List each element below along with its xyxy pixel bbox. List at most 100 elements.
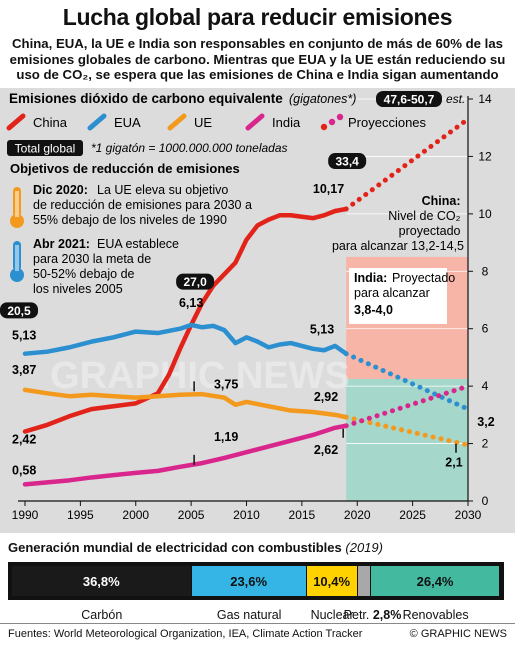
y-tick-label: 4	[482, 379, 489, 393]
india-note-title: India:	[354, 271, 387, 285]
total-range-badge	[376, 91, 442, 107]
objective-eu: Dic 2020: La UE eleva su objetivo de red…	[33, 183, 255, 227]
x-tick-label: 1990	[12, 508, 39, 522]
thermometer-icon-us	[10, 241, 24, 282]
series-layer	[22, 116, 471, 487]
legend-swatch-china	[6, 113, 26, 131]
electricity-segment-carb-n: 36,8%	[12, 566, 191, 596]
x-tick-label: 2020	[344, 508, 371, 522]
legend: China EUA UE India Proyecciones	[6, 113, 427, 131]
legend-swatch-projection	[320, 123, 328, 131]
electricity-section: Generación mundial de electricidad con c…	[8, 540, 508, 622]
petroleum-value: 2,8%	[372, 608, 402, 622]
projection-line-ue	[343, 414, 471, 448]
electricity-label: Petr. 2,8%	[338, 608, 408, 622]
objectives-heading: Objetivos de reducción de emisiones	[10, 161, 240, 176]
svg-text:India: Proyectado: India: Proyectado para alcanzar 3,8-4,0	[354, 271, 459, 317]
x-tick-label: 2025	[399, 508, 426, 522]
total-label-chip	[7, 140, 83, 156]
series-line-eua	[22, 322, 349, 356]
chart-unit: (gigatones*)	[289, 92, 356, 106]
legend-label: EUA	[114, 115, 141, 130]
data-label: 6,13	[179, 296, 203, 310]
x-tick-label: 2010	[233, 508, 260, 522]
chart-title: Emisiones dióxido de carbono equivalente	[9, 91, 283, 106]
x-tick-label: 2000	[122, 508, 149, 522]
total-badge	[0, 302, 38, 319]
watermark: GRAPHIC NEWS	[50, 355, 350, 397]
electricity-label: Carbón	[81, 608, 123, 622]
y-tick-label: 10	[478, 207, 492, 221]
total-badge	[328, 153, 367, 170]
data-label: 2,42	[12, 433, 36, 447]
electricity-label: Renovables	[402, 608, 469, 622]
electricity-label: Gas natural	[216, 608, 282, 622]
x-tick-label: 2030	[455, 508, 482, 522]
electricity-year: (2019)	[345, 540, 383, 555]
total-badge-label: 33,4	[335, 155, 359, 169]
x-tick-label: 2015	[289, 508, 316, 522]
data-label: 3,87	[12, 363, 36, 377]
projection-line-india	[343, 383, 471, 429]
electricity-heading-text: Generación mundial de electricidad con c…	[8, 540, 342, 555]
legend-label: Proyecciones	[348, 115, 427, 130]
page-title: Lucha global para reducir emisiones	[62, 4, 453, 30]
y-tick-label: 6	[482, 322, 489, 336]
electricity-segment-gas-natural: 23,6%	[191, 566, 306, 596]
data-label: 0,58	[12, 463, 36, 477]
total-badge-label: 27,0	[183, 275, 207, 289]
y-tick-label: 14	[478, 92, 492, 106]
legend-swatch-india	[245, 113, 265, 131]
electricity-label: Nuclear	[310, 608, 354, 622]
legend-label: India	[272, 115, 301, 130]
objective-us: Abr 2021: EUA establece para 2030 la met…	[33, 237, 182, 296]
projection-line-china	[343, 116, 471, 212]
series-line-india	[22, 423, 349, 487]
legend-swatch-projection	[336, 113, 344, 121]
petroleum-label: Petr.	[343, 608, 373, 622]
labels-layer: 2,42 5,13 3,87 0,58 6,13 3,75 1,19 10,17 5,13 2,9…	[0, 153, 495, 477]
footer-sources: Fuentes: World Meteorological Organizati…	[8, 628, 363, 640]
total-label-text: Total global	[15, 142, 76, 156]
x-tick-label: 2005	[178, 508, 205, 522]
data-label: 5,13	[12, 329, 36, 343]
legend-swatch-ue	[167, 113, 187, 131]
total-badge	[176, 273, 215, 290]
electricity-segment-petr-	[357, 566, 371, 596]
legend-label: UE	[194, 115, 212, 130]
y-tick-label: 0	[482, 494, 489, 508]
projection-line-eua	[343, 351, 471, 412]
subtitle-text: China, EUA, la UE e India son responsabl…	[9, 36, 506, 82]
series-line-ue	[22, 387, 349, 420]
total-badge-label: 20,5	[7, 304, 31, 318]
footnote: *1 gigatón = 1000.000.000 toneladas	[91, 141, 288, 155]
x-tick-label: 1995	[67, 508, 94, 522]
emissions-chart: GRAPHIC NEWS 1990 1995 2000 2005 2010 2015 202…	[0, 88, 515, 533]
objective-us-date: Abr 2021:	[33, 237, 90, 251]
data-label: 3,75	[214, 377, 238, 391]
y-tick-label: 8	[482, 264, 489, 278]
data-label: 3,2	[477, 415, 494, 429]
data-label: 1,19	[214, 430, 238, 444]
electricity-segment-nuclear: 10,4%	[306, 566, 357, 596]
legend-label: China	[33, 115, 68, 130]
footer-divider	[0, 623, 515, 624]
thermometer-icon-eu	[10, 187, 24, 228]
india-projection-note: India: Proyectado para alcanzar 3,8-4,0	[349, 268, 459, 324]
data-label: 10,17	[313, 182, 344, 196]
y-tick-label: 12	[478, 149, 492, 163]
objective-eu-date: Dic 2020:	[33, 183, 88, 197]
china-projection-note: China: Nivel de CO₂ proyectado para alca…	[332, 194, 464, 253]
electricity-bar: 36,8% 23,6% 10,4% 26,4%	[8, 562, 504, 600]
data-label: 2,92	[314, 390, 338, 404]
electricity-segment-renovables: 26,4%	[371, 566, 499, 596]
total-range-suffix: est.	[446, 92, 465, 106]
electricity-heading: Generación mundial de electricidad con c…	[8, 540, 508, 555]
legend-swatch-projection	[328, 118, 336, 126]
page-subtitle: China, EUA, la UE e India son responsabl…	[6, 36, 509, 83]
data-label: 5,13	[310, 323, 334, 337]
series-line-china	[22, 206, 349, 434]
footer-copyright: © GRAPHIC NEWS	[409, 628, 507, 640]
total-range-text: 47,6-50,7	[384, 93, 435, 107]
